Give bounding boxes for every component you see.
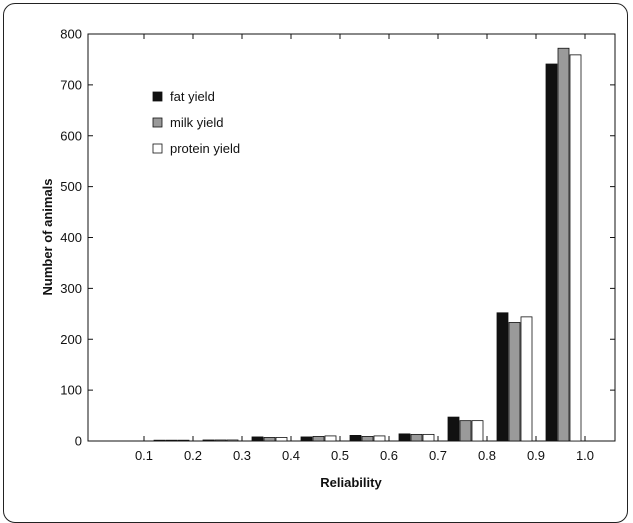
x-tick-label: 0.6: [380, 448, 398, 463]
bar-protein-yield-0.9: [520, 316, 533, 442]
bar-protein-yield-0.5: [324, 435, 337, 442]
bar-fat-yield-0.9: [496, 312, 509, 442]
bar-fat-yield-0.2: [153, 439, 166, 442]
y-tick-label: 600: [60, 128, 82, 143]
bar-fat-yield-0.6: [349, 435, 362, 442]
bar-fat-yield-1.0: [545, 63, 558, 442]
x-axis-label: Reliability: [320, 475, 382, 490]
legend-swatch: [152, 91, 163, 102]
bar-milk-yield-0.3: [214, 439, 227, 442]
bar-protein-yield-0.2: [177, 439, 190, 442]
y-tick-label: 200: [60, 332, 82, 347]
bar-fat-yield-0.5: [300, 436, 313, 442]
y-tick-label: 100: [60, 383, 82, 398]
y-tick-label: 800: [60, 27, 82, 42]
bar-fat-yield-0.4: [251, 436, 264, 442]
y-axis: 0 100 200 300 400 500 600 700 800: [60, 27, 615, 449]
bar-fat-yield-0.8: [447, 416, 460, 442]
bar-milk-yield-0.5: [312, 436, 325, 442]
x-tick-label: 0.4: [282, 448, 300, 463]
bar-milk-yield-0.7: [410, 433, 423, 442]
legend: fat yield milk yield protein yield: [152, 89, 240, 156]
x-tick-label: 0.2: [184, 448, 202, 463]
y-tick-label: 400: [60, 230, 82, 245]
bar-milk-yield-0.2: [165, 439, 178, 442]
y-tick-label: 500: [60, 179, 82, 194]
bar-milk-yield-0.9: [508, 322, 521, 442]
legend-label: fat yield: [170, 89, 215, 104]
bar-protein-yield-0.4: [275, 437, 288, 442]
bar-fat-yield-0.3: [202, 439, 215, 442]
x-axis: 0.1 0.2 0.3 0.4 0.5 0.6 0.7 0.8 0.9 1.0: [135, 34, 594, 463]
y-tick-label: 700: [60, 77, 82, 92]
plot-area: [87, 33, 616, 442]
bar-protein-yield-0.6: [373, 435, 386, 442]
legend-label: protein yield: [170, 141, 240, 156]
bar-milk-yield-0.8: [459, 420, 472, 442]
y-tick-label: 0: [75, 434, 82, 449]
x-tick-label: 0.5: [331, 448, 349, 463]
bar-milk-yield-0.6: [361, 436, 374, 442]
x-tick-label: 0.9: [527, 448, 545, 463]
bars-group: [153, 47, 582, 442]
y-tick-label: 300: [60, 281, 82, 296]
x-tick-label: 0.1: [135, 448, 153, 463]
bar-fat-yield-0.7: [398, 433, 411, 442]
x-tick-label: 0.8: [478, 448, 496, 463]
bar-protein-yield-0.3: [226, 439, 239, 442]
x-tick-label: 0.7: [429, 448, 447, 463]
bar-protein-yield-1.0: [569, 54, 582, 442]
bar-milk-yield-0.4: [263, 437, 276, 442]
bar-milk-yield-1.0: [557, 47, 570, 442]
bar-protein-yield-0.7: [422, 433, 435, 442]
x-tick-label: 0.3: [233, 448, 251, 463]
x-tick-label: 1.0: [576, 448, 594, 463]
y-axis-label: Number of animals: [40, 178, 55, 295]
legend-swatch: [152, 117, 163, 128]
bar-protein-yield-0.8: [471, 420, 484, 442]
legend-label: milk yield: [170, 115, 223, 130]
legend-swatch: [152, 143, 163, 154]
